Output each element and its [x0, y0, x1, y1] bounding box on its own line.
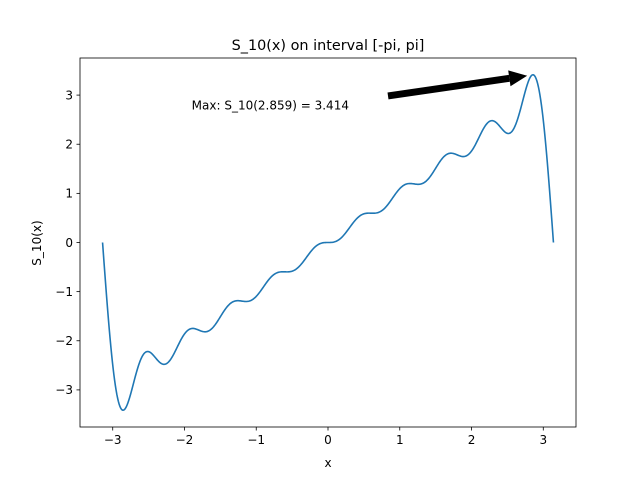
y-tick-label: 3 — [65, 88, 73, 102]
annotation-arrow-shaft — [387, 74, 510, 100]
chart-title: S_10(x) on interval [-pi, pi] — [232, 38, 425, 54]
annotation-layer: Max: S_10(2.859) = 3.414 — [192, 70, 528, 112]
x-axis-label: x — [324, 456, 331, 470]
x-tick-label: 1 — [396, 433, 404, 447]
x-tick-label: −3 — [104, 433, 122, 447]
y-tick-label: −1 — [55, 285, 73, 299]
x-tick-label: −1 — [247, 433, 265, 447]
x-tick-label: 2 — [468, 433, 476, 447]
annotation-arrow-head — [508, 70, 528, 87]
axes-frame — [79, 57, 577, 428]
y-tick-label: 2 — [65, 138, 73, 152]
x-tick-label: −2 — [176, 433, 194, 447]
series-line — [101, 73, 555, 412]
x-axis: −3 −2 −1 0 1 2 3 — [104, 427, 547, 447]
y-axis: −3 −2 −1 0 1 2 3 — [55, 88, 80, 397]
y-tick-label: −2 — [55, 334, 73, 348]
annotation-text: Max: S_10(2.859) = 3.414 — [192, 98, 349, 112]
y-tick-label: 0 — [65, 236, 73, 250]
plot-area — [101, 73, 555, 412]
y-tick-label: −3 — [55, 383, 73, 397]
x-tick-label: 3 — [539, 433, 547, 447]
y-axis-label: S_10(x) — [30, 220, 44, 265]
x-tick-label: 0 — [324, 433, 332, 447]
y-tick-label: 1 — [65, 187, 73, 201]
